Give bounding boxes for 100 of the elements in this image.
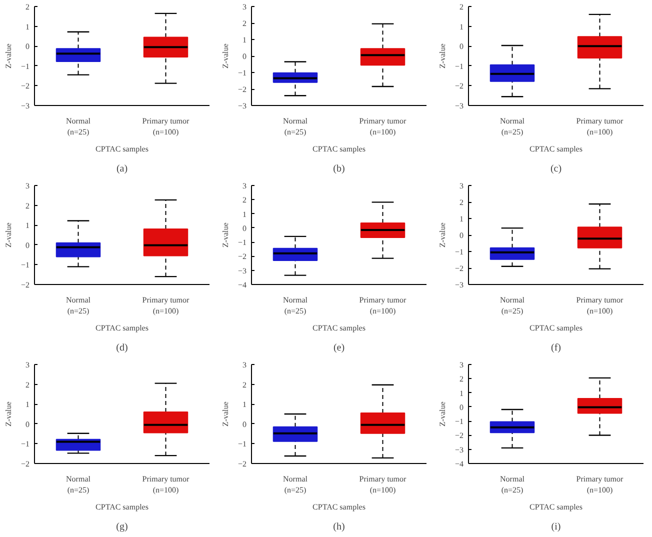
y-tick-label: −2 xyxy=(20,460,30,468)
y-tick-label: 2 xyxy=(242,196,246,205)
y-tick-label: 0 xyxy=(242,224,246,233)
y-tick-label: 1 xyxy=(242,400,246,410)
x-axis-title: CPTAC samples xyxy=(96,323,148,332)
y-tick-label: −4 xyxy=(238,280,247,290)
y-tick-label: 3 xyxy=(242,360,246,370)
x-tick-label: Normal (n=25) xyxy=(500,296,526,316)
y-tick-label: 2 xyxy=(242,380,246,390)
y-tick-label: −1 xyxy=(20,62,30,71)
text: (c) xyxy=(550,164,562,174)
y-tick-label: 0 xyxy=(26,420,30,429)
text: (e) xyxy=(333,342,345,354)
y-tick-label: 2 xyxy=(460,374,464,384)
y-axis-title: Z-value xyxy=(438,401,447,426)
y-axis-title: Z-value xyxy=(4,401,13,426)
y-axis-title: Z-value xyxy=(4,222,13,248)
y-tick-label: 0 xyxy=(460,42,464,52)
y-tick-label: −1 xyxy=(454,248,464,256)
y-tick-label: 0 xyxy=(26,42,30,52)
y-axis-title: Z-value xyxy=(438,222,447,248)
y-tick-label: 2 xyxy=(26,201,30,210)
y-tick-label: −1 xyxy=(454,62,464,71)
x-tick-label: Normal (n=25) xyxy=(500,474,526,494)
y-tick-label: −2 xyxy=(454,82,464,91)
y-tick-label: 0 xyxy=(26,240,30,250)
y-axis-title: Z-value xyxy=(4,43,13,68)
y-tick-label: 0 xyxy=(460,231,464,240)
y-tick-label: 2 xyxy=(460,2,464,12)
text: (a) xyxy=(116,164,128,174)
y-tick-label: −1 xyxy=(238,440,247,449)
y-tick-label: 3 xyxy=(460,360,464,370)
x-tick-label: Primary tumor (n=100) xyxy=(142,296,190,316)
x-axis-title: CPTAC samples xyxy=(96,502,148,512)
y-axis-title: Z-value xyxy=(220,43,230,68)
y-tick-label: 2 xyxy=(26,380,30,390)
text: (h) xyxy=(333,522,345,532)
y-tick-label: 1 xyxy=(460,388,464,398)
x-tick-label: Primary tumor (n=100) xyxy=(359,296,407,316)
text: (d) xyxy=(116,342,128,354)
y-tick-label: 2 xyxy=(242,19,246,28)
y-tick-label: −3 xyxy=(20,102,30,110)
y-tick-label: 3 xyxy=(460,182,464,190)
x-axis-title: CPTAC samples xyxy=(530,502,582,512)
x-tick-label: Primary tumor (n=100) xyxy=(576,474,624,494)
y-tick-label: −2 xyxy=(238,252,247,262)
x-tick-label: Normal (n=25) xyxy=(66,474,92,494)
x-axis-title: CPTAC samples xyxy=(312,323,366,332)
x-axis-title: CPTAC samples xyxy=(530,144,582,154)
y-axis-title: Z-value xyxy=(220,222,230,248)
y-tick-label: −2 xyxy=(454,431,464,440)
text: (b) xyxy=(333,164,345,174)
x-tick-label: Primary tumor (n=100) xyxy=(142,116,190,136)
y-tick-label: 1 xyxy=(460,22,464,32)
y-tick-label: −3 xyxy=(454,445,464,454)
y-tick-label: −2 xyxy=(454,264,464,273)
x-tick-label: Primary tumor (n=100) xyxy=(359,474,407,494)
y-tick-label: 1 xyxy=(26,221,30,230)
y-tick-label: 1 xyxy=(242,210,246,219)
x-tick-label: Normal (n=25) xyxy=(283,296,308,316)
y-tick-label: 1 xyxy=(26,22,30,32)
x-tick-label: Normal (n=25) xyxy=(500,116,526,136)
y-tick-label: −4 xyxy=(454,460,464,468)
y-tick-label: −1 xyxy=(20,440,30,449)
y-tick-label: 0 xyxy=(242,52,246,61)
y-tick-label: 0 xyxy=(242,420,246,429)
x-axis-title: CPTAC samples xyxy=(312,144,366,154)
x-axis-title: CPTAC samples xyxy=(96,144,148,154)
text: (f) xyxy=(551,342,562,354)
x-tick-label: Primary tumor (n=100) xyxy=(576,296,624,316)
y-tick-label: 3 xyxy=(26,182,30,190)
x-tick-label: Normal (n=25) xyxy=(66,116,92,136)
x-axis-title: CPTAC samples xyxy=(530,323,582,332)
x-tick-label: Primary tumor (n=100) xyxy=(576,116,624,136)
y-tick-label: 1 xyxy=(242,36,246,44)
x-tick-label: Normal (n=25) xyxy=(283,116,308,136)
text: (i) xyxy=(551,522,561,532)
x-axis-title: CPTAC samples xyxy=(312,502,366,512)
y-tick-label: −1 xyxy=(238,68,247,78)
y-tick-label: −3 xyxy=(238,266,247,276)
y-tick-label: 3 xyxy=(242,2,246,12)
y-tick-label: 2 xyxy=(26,2,30,12)
y-tick-label: −3 xyxy=(238,102,247,110)
y-tick-label: −1 xyxy=(238,238,247,248)
y-tick-label: −3 xyxy=(454,280,464,290)
y-tick-label: 1 xyxy=(26,400,30,410)
y-axis-title: Z-value xyxy=(220,401,230,426)
y-tick-label: 3 xyxy=(26,360,30,370)
y-axis-title: Z-value xyxy=(438,43,447,68)
y-tick-label: 2 xyxy=(460,198,464,207)
text: (g) xyxy=(116,522,128,532)
y-tick-label: −2 xyxy=(238,85,247,94)
y-tick-label: −1 xyxy=(20,260,30,270)
x-tick-label: Primary tumor (n=100) xyxy=(142,474,190,494)
y-tick-label: 1 xyxy=(460,214,464,224)
x-tick-label: Normal (n=25) xyxy=(283,474,308,494)
y-tick-label: 0 xyxy=(460,402,464,412)
y-tick-label: −1 xyxy=(454,417,464,426)
y-tick-label: −2 xyxy=(238,460,247,468)
x-tick-label: Normal (n=25) xyxy=(66,296,92,316)
